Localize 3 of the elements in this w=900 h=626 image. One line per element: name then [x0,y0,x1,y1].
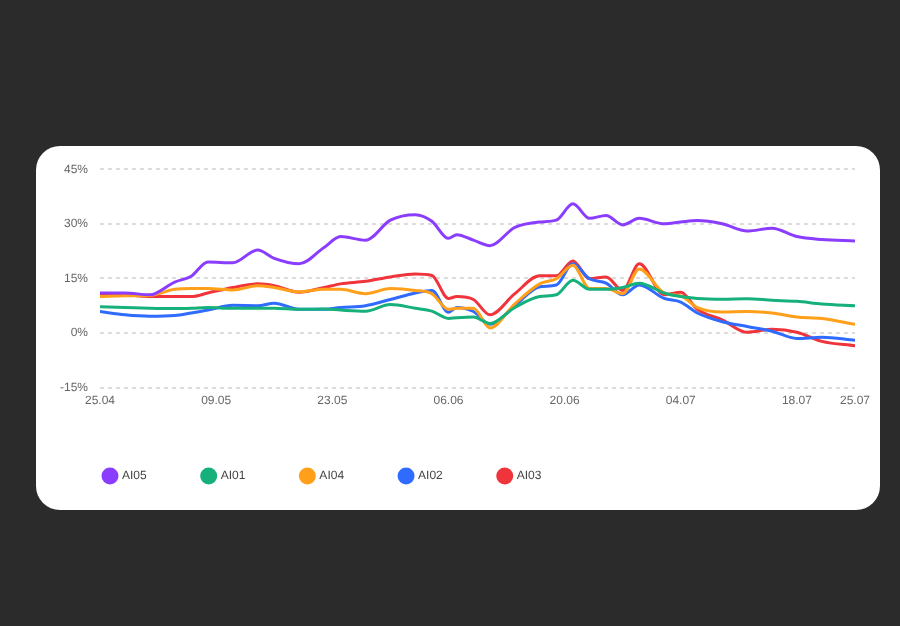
line-series [100,263,855,330]
line-series [100,278,855,326]
line-series [100,202,855,297]
